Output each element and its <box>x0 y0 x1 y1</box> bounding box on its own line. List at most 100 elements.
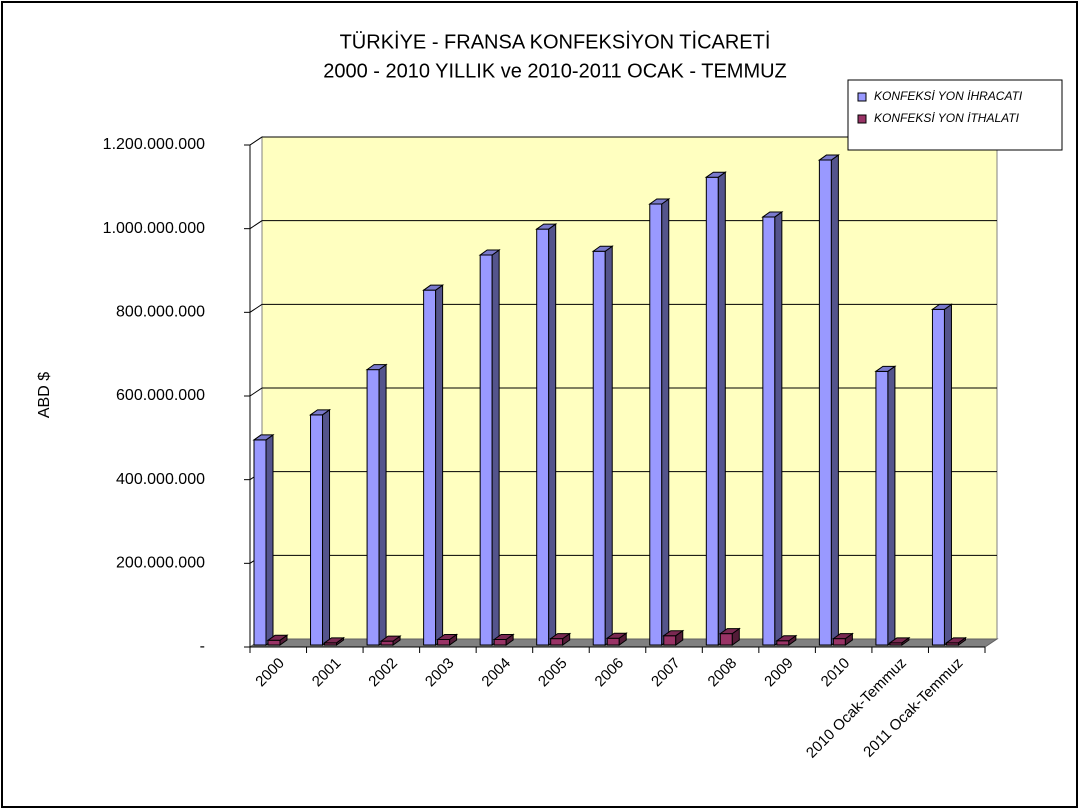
bar-front <box>776 640 790 646</box>
bar-side <box>943 303 952 646</box>
bar-front <box>423 289 437 646</box>
bar <box>478 249 501 646</box>
bar <box>761 210 784 646</box>
y-tick-label: 400.000.000 <box>116 471 205 488</box>
bar-side <box>435 284 444 646</box>
grid-line <box>249 387 997 397</box>
bar-top <box>252 434 275 441</box>
bar-top <box>704 171 727 178</box>
bar-top <box>775 635 798 642</box>
bar-front <box>267 639 281 646</box>
chart-subtitle: 2000 - 2010 YILLIK ve 2010-2011 OCAK - T… <box>323 60 787 82</box>
bar-front <box>437 638 451 646</box>
bar-top <box>662 630 685 637</box>
bar-front <box>818 159 832 646</box>
bar-side <box>378 363 387 646</box>
bar <box>322 636 346 646</box>
legend-label: KONFEKSİ YON İTHALATI <box>874 111 1020 125</box>
y-tick-label: 200.000.000 <box>116 555 205 572</box>
bar-top <box>365 364 388 371</box>
bar-top <box>492 633 515 640</box>
chart-title: TÜRKİYE - FRANSA KONFEKSİYON TİCARETİ <box>340 30 771 53</box>
bar-top <box>549 633 572 640</box>
y-tick-label: 1.200.000.000 <box>103 136 205 153</box>
bar-front <box>592 250 606 646</box>
bar-top <box>930 303 954 310</box>
bar-top <box>888 637 911 644</box>
bar-front <box>931 308 945 646</box>
bar-side <box>322 408 331 646</box>
bar-side <box>830 154 839 646</box>
legend-swatch <box>857 114 867 124</box>
bar-front <box>550 638 564 646</box>
bar-front <box>606 637 620 646</box>
bar-front <box>366 369 380 646</box>
bar <box>549 632 572 646</box>
bar <box>605 632 628 646</box>
bar-side <box>491 249 500 646</box>
bar-side <box>661 198 670 646</box>
bar-top <box>944 637 968 644</box>
bar-front <box>832 638 846 646</box>
bar <box>662 629 685 646</box>
bar <box>422 284 445 646</box>
bar <box>775 634 798 646</box>
legend-label: KONFEKSİ YON İHRACATI <box>874 89 1023 103</box>
bar <box>718 627 741 646</box>
bar-top <box>422 284 445 291</box>
bar-top <box>718 628 741 635</box>
bar <box>308 408 332 646</box>
bar-top <box>322 637 346 644</box>
bar <box>831 632 854 646</box>
bar <box>436 633 459 646</box>
bar-top <box>478 249 501 256</box>
bar-top <box>831 633 854 640</box>
bar-top <box>605 632 628 639</box>
bar-side <box>548 223 557 646</box>
y-tick-label: 1.000.000.000 <box>103 220 205 237</box>
bar-top <box>266 634 289 641</box>
bar-front <box>253 439 267 646</box>
bar-top <box>379 635 402 642</box>
bar-top <box>535 223 558 230</box>
bar-front <box>479 254 493 646</box>
bar-front <box>310 414 324 646</box>
bar-top <box>761 211 784 218</box>
bar <box>252 433 275 646</box>
y-tick-label: 800.000.000 <box>116 304 205 321</box>
bar-front <box>875 370 889 646</box>
grid-line <box>249 136 997 146</box>
bar <box>492 633 515 646</box>
bar <box>266 634 289 646</box>
bar-top <box>648 198 671 205</box>
bar <box>944 636 968 646</box>
bar-side <box>887 365 896 646</box>
bar <box>535 223 558 646</box>
y-axis-label: ABD $ <box>36 372 53 418</box>
bar <box>874 365 897 646</box>
bar-top <box>817 154 840 161</box>
y-tick-label: - <box>200 638 205 655</box>
bar-side <box>774 210 783 646</box>
y-tick-label: 600.000.000 <box>116 387 205 404</box>
bar <box>648 198 671 646</box>
legend-box <box>847 79 1063 151</box>
bar-side <box>604 245 613 646</box>
bar-side <box>265 433 274 646</box>
bar-front <box>762 216 776 646</box>
bar-front <box>536 228 550 646</box>
bar-side <box>717 171 726 646</box>
bar <box>817 154 840 646</box>
bar <box>379 635 402 646</box>
bar-front <box>705 176 719 646</box>
bar-front <box>649 203 663 646</box>
legend-swatch <box>857 92 867 102</box>
bar-front <box>493 638 507 646</box>
bar <box>365 363 388 646</box>
bar-front <box>719 633 733 646</box>
bar-front <box>663 635 677 646</box>
bar <box>930 303 954 646</box>
bar-top <box>591 245 614 252</box>
bar <box>888 636 911 646</box>
